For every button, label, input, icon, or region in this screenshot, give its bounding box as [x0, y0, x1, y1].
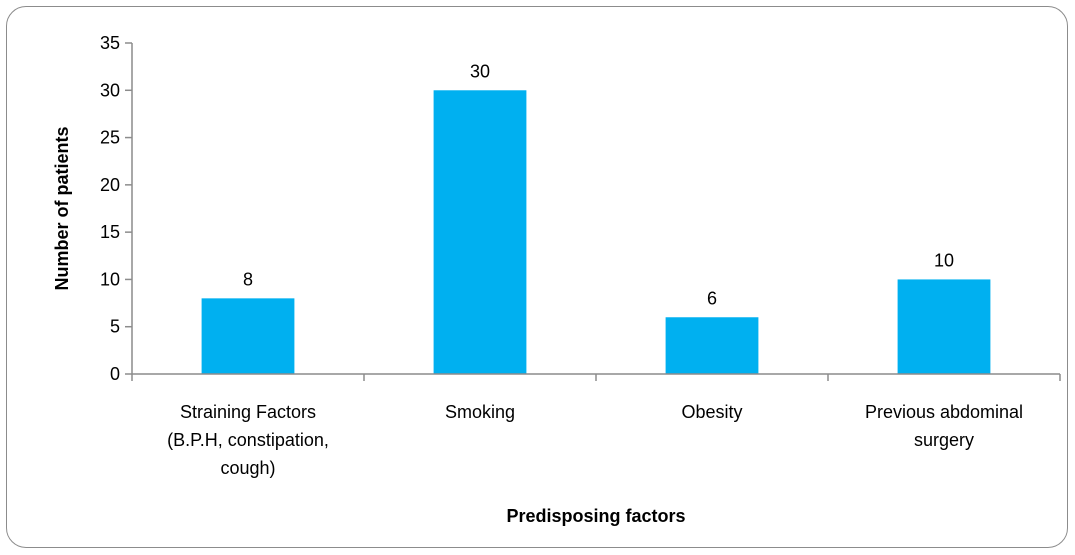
data-labels: 8 30 6 10: [243, 61, 954, 308]
y-tick-label: 0: [110, 364, 120, 384]
y-tick-label: 25: [100, 128, 120, 148]
bar: [433, 90, 527, 375]
chart-frame: [6, 6, 1068, 548]
category-label-line: Previous abdominal: [865, 402, 1023, 422]
x-axis-title: Predisposing factors: [506, 506, 685, 526]
data-label: 10: [934, 250, 954, 270]
y-axis-ticks: 0 5 10 15 20 25 30 35: [100, 33, 1061, 384]
category-label-line: Obesity: [681, 402, 742, 422]
category-label: Smoking: [445, 402, 515, 422]
y-tick-label: 10: [100, 269, 120, 289]
category-label: Previous abdominal surgery: [865, 402, 1023, 450]
y-tick-label: 30: [100, 80, 120, 100]
category-label: Obesity: [681, 402, 742, 422]
y-tick-label: 35: [100, 33, 120, 53]
category-label-line: Smoking: [445, 402, 515, 422]
y-axis-title: Number of patients: [52, 126, 72, 290]
data-label: 8: [243, 269, 253, 289]
bars: [201, 90, 991, 375]
category-label-line: cough): [220, 458, 275, 478]
y-tick-label: 20: [100, 175, 120, 195]
bar: [665, 317, 759, 374]
bar: [201, 298, 295, 374]
category-label: Straining Factors (B.P.H, constipation, co…: [167, 402, 329, 478]
y-tick-label: 5: [110, 317, 120, 337]
category-label-line: Straining Factors: [180, 402, 316, 422]
y-tick-label: 15: [100, 222, 120, 242]
category-label-line: surgery: [914, 430, 974, 450]
data-label: 6: [707, 288, 717, 308]
category-label-line: (B.P.H, constipation,: [167, 430, 329, 450]
data-label: 30: [470, 61, 490, 81]
bar: [897, 279, 991, 374]
category-labels: Straining Factors (B.P.H, constipation, co…: [167, 402, 1023, 478]
